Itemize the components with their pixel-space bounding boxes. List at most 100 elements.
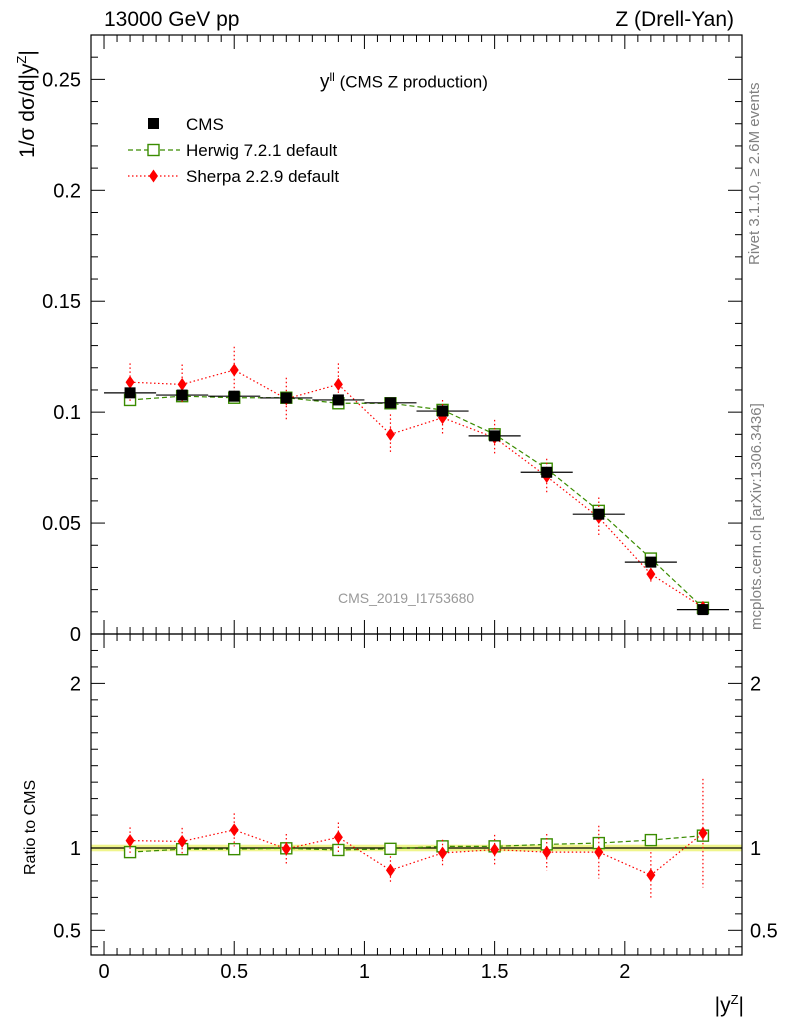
upper-ylabel-suffix: | — [16, 50, 39, 56]
lower-herwig-point — [228, 842, 241, 856]
lower-y-tick-label: 0.5 — [53, 920, 81, 942]
upper-cms-marker — [593, 508, 605, 520]
legend-label-herwig: Herwig 7.2.1 default — [186, 141, 338, 160]
lower-sherpa-point — [281, 834, 291, 864]
upper-cms-point — [364, 397, 417, 409]
upper-cms-point — [156, 389, 209, 401]
upper-cms-point — [416, 405, 469, 417]
upper-sherpa-marker — [177, 377, 187, 391]
lower-sherpa-point — [490, 834, 500, 865]
lower-herwig-point — [644, 833, 658, 847]
upper-ylabel-sup: Z — [14, 55, 29, 64]
lower-sherpa-point — [125, 827, 135, 854]
lower-sherpa-point — [385, 856, 395, 885]
lower-sherpa-marker — [229, 823, 239, 837]
upper-cms-marker — [489, 430, 501, 442]
upper-cms-marker — [437, 405, 449, 417]
upper-sherpa-marker — [333, 377, 343, 391]
lower-y-tick-label: 2 — [70, 673, 81, 695]
upper-sherpa-marker — [125, 375, 135, 389]
lower-herwig-marker — [644, 833, 658, 847]
lower-sherpa-point — [438, 839, 448, 867]
x-tick-label: 1.5 — [481, 961, 509, 983]
upper-cms-marker — [384, 397, 396, 409]
header-right: Z (Drell-Yan) — [615, 8, 734, 31]
upper-cms-marker — [332, 394, 344, 406]
lower-herwig-marker — [332, 843, 345, 857]
upper-sherpa-line — [130, 369, 704, 608]
plot-title-sup: ll — [329, 70, 335, 84]
lower-sherpa-marker — [281, 842, 291, 856]
upper-cms-marker — [124, 387, 136, 399]
upper-y-tick-label: 0 — [70, 624, 81, 646]
upper-cms-marker — [176, 389, 188, 401]
lower-sherpa-marker — [177, 834, 187, 848]
x-tick-label: 0 — [98, 961, 109, 983]
plot-title-main: y — [320, 71, 330, 93]
upper-cms-point — [468, 430, 521, 442]
upper-ylabel: 1/σ dσ/d|yZ| — [14, 50, 40, 158]
legend-label-cms: CMS — [186, 115, 224, 134]
lower-herwig-point — [384, 842, 397, 856]
lower-sherpa-point — [646, 852, 656, 899]
upper-cms-point — [104, 387, 157, 399]
upper-sherpa-point — [385, 414, 395, 455]
lower-y-tick-label-right: 1 — [750, 838, 761, 860]
upper-ylabel-prefix: 1/σ dσ/d|y — [16, 63, 39, 158]
lower-sherpa-marker — [125, 834, 135, 848]
lower-sherpa-marker — [333, 830, 343, 844]
x-tick-label: 1 — [359, 961, 370, 983]
upper-cms-marker — [541, 466, 553, 478]
xlabel-sup: Z — [730, 992, 739, 1007]
upper-y-tick-label: 0.05 — [42, 513, 81, 535]
lower-sherpa-point — [594, 825, 604, 879]
lower-frame — [90, 633, 743, 956]
upper-sherpa-marker — [385, 427, 395, 441]
upper-sherpa-point — [333, 363, 343, 406]
upper-sherpa-point — [229, 346, 239, 394]
upper-sherpa-point — [125, 363, 135, 402]
plot-title-rest: (CMS Z production) — [334, 72, 488, 92]
lower-sherpa-marker — [542, 845, 552, 859]
lower-herwig-point — [332, 843, 345, 857]
lower-herwig-marker — [228, 842, 241, 856]
upper-y-tick-label: 0.25 — [42, 69, 81, 91]
lower-sherpa-point — [177, 827, 187, 855]
analysis-id: CMS_2019_I1753680 — [338, 590, 475, 606]
lower-sherpa-point — [333, 822, 343, 853]
lower-ylabel: Ratio to CMS — [22, 779, 39, 875]
legend-marker-herwig — [128, 143, 180, 157]
header-left: 13000 GeV pp — [104, 8, 240, 31]
xlabel-prefix: |y — [714, 994, 731, 1017]
upper-y-tick-label: 0.1 — [53, 402, 81, 424]
upper-cms-marker — [228, 390, 240, 402]
lower-sherpa-point — [698, 778, 708, 888]
upper-cms-point — [208, 390, 261, 402]
rivet-label: Rivet 3.1.10, ≥ 2.6M events — [746, 82, 763, 266]
lower-y-tick-label: 1 — [70, 838, 81, 860]
upper-y-tick-label: 0.15 — [42, 291, 81, 313]
lower-sherpa-marker — [490, 843, 500, 857]
lower-sherpa-point — [542, 834, 552, 871]
lower-herwig-marker — [384, 842, 397, 856]
lower-y-tick-label-right: 0.5 — [750, 920, 778, 942]
lower-sherpa-marker — [438, 846, 448, 860]
upper-sherpa-marker — [229, 363, 239, 377]
xlabel-suffix: | — [738, 994, 744, 1017]
upper-sherpa-marker — [646, 567, 656, 581]
upper-y-tick-label: 0.2 — [53, 180, 81, 202]
lower-sherpa-marker — [698, 826, 708, 840]
lower-sherpa-marker — [594, 845, 604, 859]
x-tick-label: 0.5 — [220, 961, 248, 983]
upper-cms-marker — [280, 392, 292, 404]
upper-cms-point — [260, 392, 313, 404]
x-tick-label: 2 — [619, 961, 630, 983]
upper-sherpa-point — [646, 564, 656, 585]
lower-sherpa-line — [130, 829, 704, 876]
lower-y-tick-label-right: 2 — [750, 673, 761, 695]
lower-sherpa-marker — [385, 863, 395, 877]
lower-sherpa-point — [229, 813, 239, 847]
x-axis-label: |yZ| — [715, 992, 744, 1018]
upper-herwig-line — [130, 395, 704, 609]
